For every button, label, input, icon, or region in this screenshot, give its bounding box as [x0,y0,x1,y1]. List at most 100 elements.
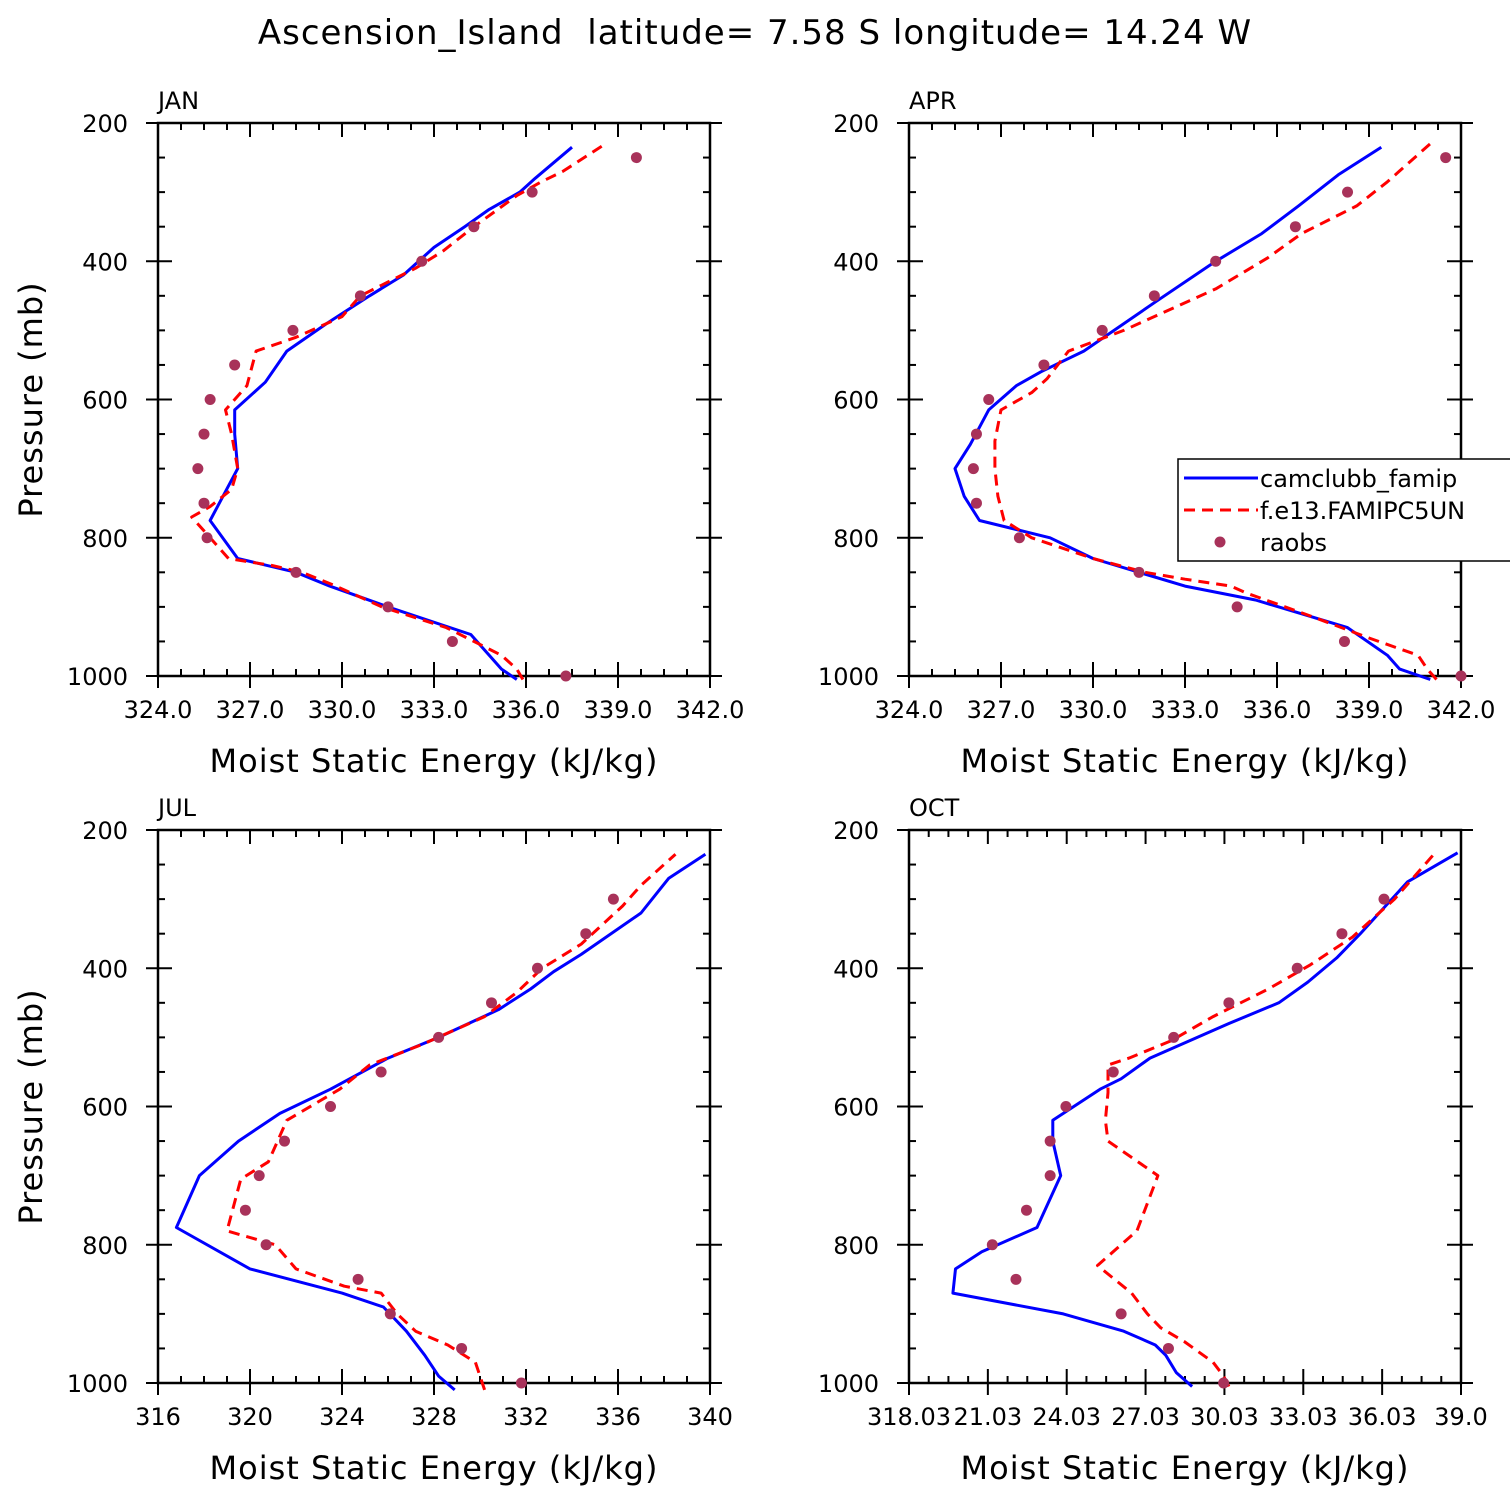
raobs-point [970,497,982,509]
y-tick-label: 800 [82,525,128,553]
raobs-point [1107,1066,1119,1078]
raobs-point [1148,290,1160,302]
x-tick-label: 342.0 [1427,696,1496,724]
figure-title: Ascension_Island latitude= 7.58 S longit… [258,13,1252,53]
x-tick-label: 324.0 [124,696,193,724]
y-tick-label: 600 [833,387,879,415]
legend-marker-raobs [1214,536,1226,548]
raobs-point [416,255,428,267]
raobs-point [970,428,982,440]
raobs-point [1168,1031,1180,1043]
x-tick-label: 30.03 [1190,1403,1259,1431]
raobs-point [515,1377,527,1389]
panel-apr: APR 324.0 327.0 330.0 333.0 336.0 339.0 342.0 20… [818,87,1495,780]
x-tick-label: 339.0 [1335,696,1404,724]
y-tick-label: 600 [82,1094,128,1122]
x-tick-label: 336 [595,1403,641,1431]
y-tick-label: 1000 [67,1370,128,1398]
raobs-point [375,1066,387,1078]
raobs-point [607,893,619,905]
raobs-point [1133,566,1145,578]
raobs-point [456,1342,468,1354]
y-axis-label: Pressure (mb) [12,281,50,517]
y-tick-label: 1000 [67,663,128,691]
y-tick-label: 400 [833,248,879,276]
raobs-point [229,359,241,371]
raobs-point [352,1273,364,1285]
x-axis-label: Moist Static Energy (kJ/kg) [210,1449,659,1487]
y-tick-label: 400 [82,248,128,276]
x-tick-label: 332 [503,1403,549,1431]
raobs-point [1115,1308,1127,1320]
raobs-point [1038,359,1050,371]
x-tick-label: 39.0 [1434,1403,1487,1431]
y-tick-label: 200 [82,817,128,845]
raobs-point [239,1204,251,1216]
raobs-point [253,1170,265,1182]
raobs-point [287,324,299,336]
panels: JAN 324.0 327.0 330.0 333.0 336.0 339.0 342.0 20… [12,87,1495,1487]
raobs-point [983,394,995,405]
raobs-point [560,670,572,682]
x-tick-label: 327.0 [216,696,285,724]
series-camclubb-line [208,146,573,681]
y-axis-label: Pressure (mb) [12,988,50,1224]
series-fe13-line [993,142,1438,681]
raobs-point [580,928,592,940]
legend: camclubb_famip f.e13.FAMIPC5UN raobs [1177,458,1510,562]
raobs-point [192,463,204,475]
legend-label: raobs [1260,529,1327,557]
raobs-point [1010,1273,1022,1285]
raobs-point [967,463,979,475]
raobs-point [630,152,642,164]
raobs-point [382,601,394,613]
plot-frame [156,828,712,1385]
y-tick-label: 800 [82,1232,128,1260]
raobs-point [1289,221,1301,233]
legend-label: f.e13.FAMIPC5UN [1260,497,1465,525]
x-tick-label: 33.03 [1269,1403,1338,1431]
raobs-point [198,428,210,440]
raobs-point [486,997,497,1009]
series-camclubb-line [174,852,707,1392]
raobs-point [1060,1101,1072,1112]
raobs-point [532,962,543,974]
y-tick-label: 800 [833,1232,879,1260]
raobs-point [1231,601,1243,613]
panel-label: JAN [156,87,199,115]
panel-jan: JAN 324.0 327.0 330.0 333.0 336.0 339.0 342.0 20… [12,87,744,780]
raobs-point [290,566,302,578]
raobs-point [198,497,210,509]
x-tick-label: 316 [135,1403,181,1431]
raobs-point [1044,1170,1056,1182]
y-tick-label: 400 [833,955,879,983]
y-tick-label: 600 [833,1094,879,1122]
x-tick-label: 24.03 [1032,1403,1101,1431]
series-fe13-line [190,142,607,681]
raobs-point [1455,670,1467,682]
raobs-point [468,221,480,233]
x-tick-label: 333.0 [1151,696,1220,724]
legend-box [1177,458,1510,562]
x-tick-label: 36.03 [1348,1403,1417,1431]
raobs-point [1210,255,1222,267]
raobs-point [433,1031,445,1043]
raobs-point [526,186,538,198]
series-camclubb-line [951,851,1459,1388]
raobs-point [1440,152,1452,164]
legend-label: camclubb_famip [1260,465,1457,493]
x-tick-label: 327.0 [967,696,1036,724]
x-tick-label: 336.0 [1243,696,1312,724]
panel-label: JUL [156,794,197,822]
plot-frame [156,121,712,678]
x-tick-label: 339.0 [584,696,653,724]
raobs-point [1162,1342,1174,1354]
y-tick-label: 200 [82,110,128,138]
raobs-point [1342,186,1354,198]
panel-label: APR [909,87,957,115]
x-tick-label: 336.0 [492,696,561,724]
y-tick-label: 400 [82,955,128,983]
panel-oct: OCT 318.03 21.03 24.03 27.03 30.03 33.03 36.03 3… [818,794,1488,1487]
series-fe13-line [1096,853,1436,1388]
